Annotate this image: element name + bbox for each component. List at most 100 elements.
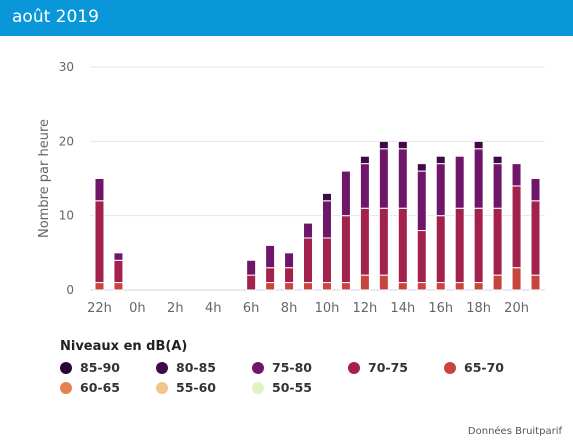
x-tick-label: 22h (87, 301, 112, 316)
bar-segment (435, 163, 446, 217)
bar-segment (378, 207, 389, 276)
bar-segment (321, 237, 332, 284)
bar-segment (454, 207, 465, 284)
legend-swatch (60, 381, 72, 394)
bar-segment (246, 259, 257, 276)
legend-swatch (348, 361, 360, 374)
legend-item[interactable]: 55-60 (156, 380, 252, 395)
header-bar: août 2019 (0, 0, 573, 36)
bar-segment (265, 267, 276, 284)
legend: Niveaux en dB(A) 85-90 80-85 75-80 70-75 65-… (60, 339, 560, 395)
legend-swatch (60, 361, 72, 374)
bar-segment (454, 282, 465, 291)
bar-segment (378, 274, 389, 291)
bar-segment (511, 185, 522, 269)
y-tick-label: 10 (59, 209, 74, 223)
bar-segment (435, 282, 446, 291)
y-axis-label: Nombre par heure (37, 119, 52, 238)
bar-segment (303, 282, 314, 291)
bar-segment (454, 155, 465, 209)
x-tick-label: 20h (504, 301, 529, 316)
bar-segment (416, 230, 427, 284)
legend-label: 50-55 (272, 380, 312, 395)
bar-segment (492, 207, 503, 276)
legend-item[interactable]: 80-85 (156, 360, 252, 375)
legend-item[interactable]: 75-80 (252, 360, 348, 375)
month-title: août 2019 (12, 7, 99, 27)
bar-segment (492, 163, 503, 209)
bar-segment (303, 237, 314, 284)
bar-segment (359, 163, 370, 209)
legend-item[interactable]: 50-55 (252, 380, 348, 395)
legend-swatch (252, 361, 264, 374)
bar-segment (340, 170, 351, 217)
bar-segment (530, 200, 541, 276)
bar-segment (359, 274, 370, 291)
bar-segment (265, 244, 276, 269)
legend-label: 85-90 (80, 360, 120, 375)
bar-segment (473, 140, 484, 150)
bar-segment (435, 215, 446, 284)
legend-item[interactable]: 70-75 (348, 360, 444, 375)
bar-segment (492, 274, 503, 291)
x-tick-label: 8h (281, 301, 298, 316)
legend-items: 85-90 80-85 75-80 70-75 65-70 60-65 55-60 50-55 (60, 360, 560, 395)
legend-item[interactable]: 65-70 (444, 360, 540, 375)
bar-segment (94, 200, 105, 284)
x-tick-label: 12h (353, 301, 378, 316)
bar-segment (416, 163, 427, 172)
y-tick-label: 30 (59, 60, 74, 74)
bar-segment (359, 155, 370, 165)
bar-segment (246, 274, 257, 291)
x-tick-label: 0h (129, 301, 146, 316)
bar-segment (284, 252, 295, 269)
bar-segment (397, 207, 408, 284)
bar-segment (94, 282, 105, 291)
credits-link[interactable]: Données Bruitparif (467, 426, 562, 437)
bar-segment (113, 252, 124, 261)
bar-segment (397, 148, 408, 209)
bar-segment (397, 140, 408, 150)
legend-label: 65-70 (464, 360, 504, 375)
bar-segment (321, 282, 332, 291)
bar-segment (359, 207, 370, 276)
bar-segment (473, 148, 484, 209)
bar-segment (321, 192, 332, 202)
bar-segment (397, 282, 408, 291)
legend-item[interactable]: 60-65 (60, 380, 156, 395)
x-tick-label: 2h (167, 301, 184, 316)
legend-swatch (156, 381, 168, 394)
legend-label: 70-75 (368, 360, 408, 375)
bar-segment (416, 282, 427, 291)
stacked-bar-chart: 0 10 20 30 Nombre par heure 22h 0h 2h 4h 6h 8h 10h 1… (37, 60, 545, 316)
bar-segment (303, 222, 314, 239)
bar-segment (113, 282, 124, 291)
bar-segment (321, 200, 332, 239)
legend-label: 80-85 (176, 360, 216, 375)
bar-segment (284, 267, 295, 284)
bar-segment (473, 207, 484, 284)
legend-swatch (156, 361, 168, 374)
x-tick-label: 18h (466, 301, 491, 316)
legend-swatch (444, 361, 456, 374)
bar-segment (378, 148, 389, 209)
legend-title: Niveaux en dB(A) (60, 339, 188, 354)
bar-segment (435, 155, 446, 165)
bar-segment (530, 178, 541, 202)
y-tick-label: 20 (59, 134, 74, 148)
bar-segment (511, 163, 522, 187)
x-tick-label: 4h (205, 301, 222, 316)
bar-segment (378, 140, 389, 150)
bar-segment (416, 170, 427, 232)
bar-segment (530, 274, 541, 291)
bar-segment (340, 282, 351, 291)
bar-segment (473, 282, 484, 291)
x-tick-label: 10h (315, 301, 340, 316)
bar-segment (511, 267, 522, 291)
legend-item[interactable]: 85-90 (60, 360, 156, 375)
bar-segment (340, 215, 351, 284)
x-tick-label: 6h (243, 301, 260, 316)
legend-swatch (252, 381, 264, 394)
legend-label: 60-65 (80, 380, 120, 395)
legend-label: 75-80 (272, 360, 312, 375)
